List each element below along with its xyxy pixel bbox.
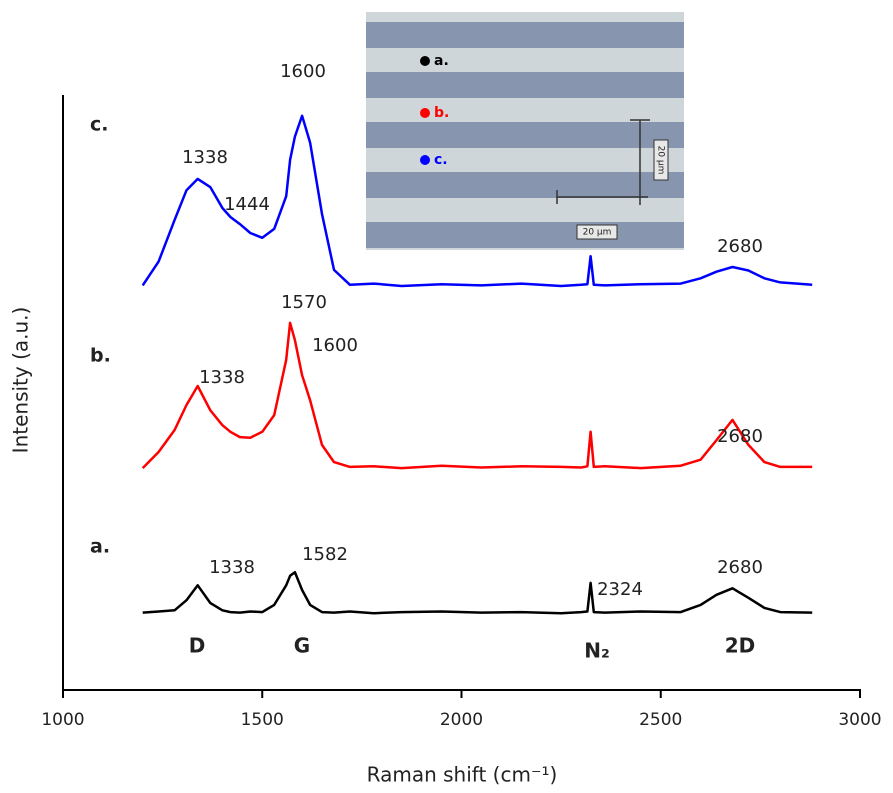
x-tick-label: 3000 bbox=[838, 710, 881, 730]
peak-label: 1600 bbox=[280, 61, 326, 82]
peak-label: 1570 bbox=[281, 292, 327, 313]
inset-stripe bbox=[366, 222, 684, 248]
x-axis-label: Raman shift (cm⁻¹) bbox=[367, 763, 558, 787]
x-tick-label: 2000 bbox=[440, 710, 483, 730]
spectrum-line bbox=[141, 321, 813, 470]
inset-marker: a. bbox=[434, 53, 449, 69]
scale-box bbox=[653, 139, 669, 181]
peak-label: 1338 bbox=[209, 557, 255, 578]
peak-label: 2680 bbox=[717, 236, 763, 257]
x-tick-label: 2500 bbox=[639, 710, 682, 730]
peak-label: 1444 bbox=[224, 194, 270, 215]
scale-bar bbox=[556, 119, 650, 205]
inset-image: a. b. c. 20 µm 20 µm bbox=[366, 12, 684, 250]
inset-marker: b. bbox=[434, 105, 449, 121]
inset-marker: c. bbox=[434, 152, 448, 168]
x-tick-label: 1000 bbox=[41, 710, 84, 730]
inset-stripe bbox=[366, 172, 684, 198]
scale-label: 20 µm bbox=[656, 146, 666, 175]
inset-dot bbox=[420, 56, 430, 66]
peak-label: 2680 bbox=[717, 426, 763, 447]
inset-stripe bbox=[366, 122, 684, 148]
band-label: G bbox=[294, 634, 310, 658]
series-label: b. bbox=[90, 345, 111, 367]
series-label: a. bbox=[90, 536, 110, 558]
peak-label: 2680 bbox=[717, 557, 763, 578]
peak-label: 1582 bbox=[302, 544, 348, 565]
band-label: 2D bbox=[725, 634, 756, 658]
peak-label: 1338 bbox=[199, 367, 245, 388]
inset-dot bbox=[420, 155, 430, 165]
scale-label: 20 µm bbox=[583, 228, 612, 238]
inset-stripe bbox=[366, 72, 684, 98]
spectrum-line bbox=[142, 570, 813, 615]
x-tick-label: 1500 bbox=[241, 710, 284, 730]
band-label: D bbox=[189, 634, 206, 658]
peak-label: 2324 bbox=[597, 579, 643, 600]
band-label: N₂ bbox=[584, 639, 610, 663]
inset-dot bbox=[420, 108, 430, 118]
scale-box bbox=[576, 224, 618, 240]
y-axis-label: Intensity (a.u.) bbox=[9, 307, 33, 454]
series-label: c. bbox=[90, 114, 108, 136]
peak-label: 1338 bbox=[182, 147, 228, 168]
peak-label: 1600 bbox=[312, 335, 358, 356]
spectrum-line bbox=[141, 114, 813, 288]
inset-stripe bbox=[366, 22, 684, 48]
